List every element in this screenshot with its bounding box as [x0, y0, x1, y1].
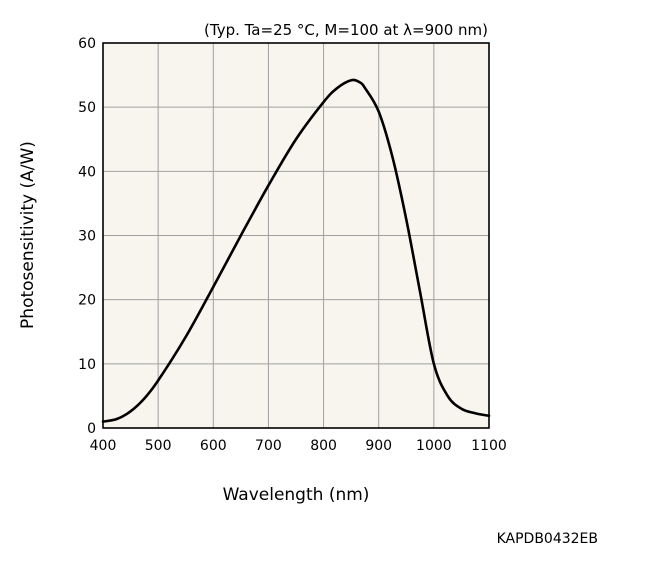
y-tick-label: 40: [78, 164, 96, 180]
grid: [103, 43, 489, 428]
x-axis-ticks: 400 500 600 700 800 900 1000 1100: [90, 438, 507, 454]
y-tick-label: 0: [87, 421, 96, 437]
condition-note: (Typ. Ta=25 °C, M=100 at λ=900 nm): [204, 21, 488, 39]
y-tick-label: 60: [78, 36, 96, 52]
x-tick-label: 900: [365, 438, 392, 454]
y-tick-label: 50: [78, 100, 96, 116]
x-tick-label: 1100: [471, 438, 507, 454]
x-tick-label: 600: [200, 438, 227, 454]
y-axis-ticks: 0 10 20 30 40 50 60: [78, 36, 96, 437]
y-tick-label: 30: [78, 229, 96, 245]
x-tick-label: 700: [255, 438, 282, 454]
series-line: [101, 78, 491, 423]
document-code: KAPDB0432EB: [497, 531, 598, 547]
plot-frame: [102, 42, 490, 429]
y-axis-label: Photosensitivity (A/W): [18, 141, 38, 329]
x-tick-label: 1000: [416, 438, 452, 454]
x-tick-label: 800: [310, 438, 337, 454]
x-tick-label: 400: [90, 438, 117, 454]
x-axis-label: Wavelength (nm): [223, 485, 370, 505]
x-tick-label: 500: [145, 438, 172, 454]
y-tick-label: 10: [78, 357, 96, 373]
y-tick-label: 20: [78, 293, 96, 309]
